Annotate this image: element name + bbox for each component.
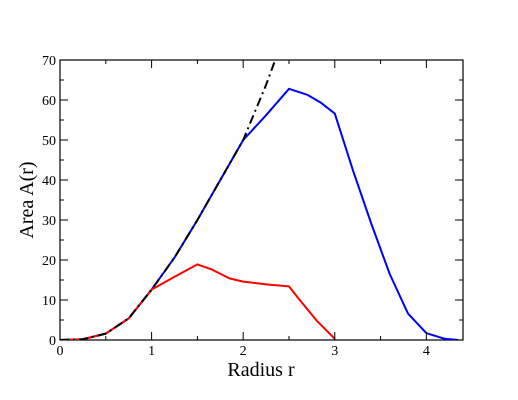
x-tick-label: 1 bbox=[148, 344, 155, 359]
x-axis-title: Radius r bbox=[227, 359, 295, 381]
blue-curve bbox=[60, 87, 459, 340]
y-tick-label: 40 bbox=[42, 174, 56, 189]
dashdot-reference-curve bbox=[60, 60, 277, 340]
y-tick-label: 70 bbox=[42, 54, 56, 69]
y-tick-label: 10 bbox=[42, 294, 56, 309]
x-tick-label: 4 bbox=[423, 344, 430, 359]
y-tick-label: 60 bbox=[42, 94, 56, 109]
plot-frame bbox=[59, 59, 464, 341]
y-tick-label: 30 bbox=[42, 214, 56, 229]
y-tick-label: 0 bbox=[49, 334, 56, 349]
y-tick-label: 50 bbox=[42, 134, 56, 149]
y-axis-title: Area A(r) bbox=[16, 161, 38, 238]
red-curve bbox=[60, 263, 336, 340]
x-tick-label: 0 bbox=[57, 344, 64, 359]
series-layer bbox=[60, 60, 459, 340]
y-tick-label: 20 bbox=[42, 254, 56, 269]
x-tick-label: 3 bbox=[331, 344, 338, 359]
x-tick-label: 2 bbox=[240, 344, 247, 359]
